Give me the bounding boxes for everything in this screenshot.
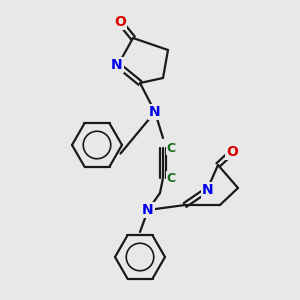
- Text: N: N: [142, 203, 154, 217]
- Text: O: O: [114, 15, 126, 29]
- Text: N: N: [111, 58, 123, 72]
- Text: C: C: [167, 172, 176, 184]
- Text: C: C: [167, 142, 176, 154]
- Text: O: O: [226, 145, 238, 159]
- Text: N: N: [149, 105, 161, 119]
- Text: N: N: [202, 183, 214, 197]
